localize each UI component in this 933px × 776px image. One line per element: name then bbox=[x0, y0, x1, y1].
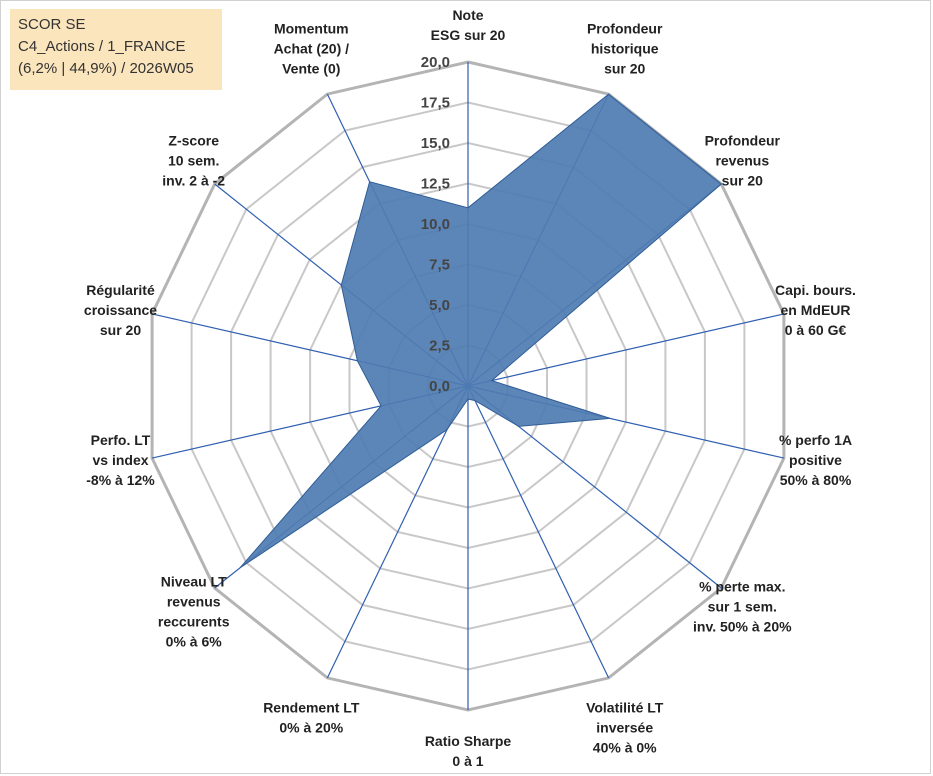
tick-label-1: 2,5 bbox=[429, 338, 450, 355]
axis-label-line: reccurents bbox=[158, 614, 230, 630]
axis-label-line: sur 20 bbox=[604, 61, 645, 77]
axis-label-3: Capi. bours. en MdEUR 0 à 60 G€ bbox=[775, 282, 856, 338]
tick-label-4: 10,0 bbox=[421, 216, 450, 233]
axis-label-10: Perfo. LT vs index -8% à 12% bbox=[86, 432, 155, 488]
axis-label-line: Régularité bbox=[86, 282, 155, 298]
axis-label-0: Note ESG sur 20 bbox=[431, 7, 506, 43]
radar-series bbox=[239, 93, 723, 569]
axis-label-line: ESG sur 20 bbox=[431, 27, 506, 43]
info-company: SCOR SE bbox=[18, 16, 86, 33]
spoke-8 bbox=[326, 385, 469, 679]
axis-label-1: Profondeur historique sur 20 bbox=[587, 21, 663, 77]
axis-label-9: Niveau LT revenus reccurents 0% à 6% bbox=[158, 574, 230, 650]
axis-label-11: Régularité croissance sur 20 bbox=[84, 282, 157, 338]
tick-label-6: 15,0 bbox=[421, 135, 450, 152]
axis-label-line: Ratio Sharpe bbox=[425, 733, 512, 749]
series-area-0 bbox=[239, 93, 723, 569]
axis-label-line: Momentum bbox=[274, 21, 349, 37]
axis-label-line: Profondeur bbox=[587, 21, 663, 37]
axis-label-line: croissance bbox=[84, 302, 157, 318]
axis-label-line: Z-score bbox=[168, 132, 219, 148]
axis-label-line: positive bbox=[789, 452, 842, 468]
axis-label-line: Capi. bours. bbox=[775, 282, 856, 298]
axis-label-line: Niveau LT bbox=[161, 574, 227, 590]
axis-label-line: inversée bbox=[596, 720, 653, 736]
axis-label-4: % perfo 1A positive 50% à 80% bbox=[779, 432, 852, 488]
axis-label-line: 50% à 80% bbox=[780, 472, 852, 488]
axis-label-line: sur 1 sem. bbox=[708, 599, 777, 615]
axis-label-line: revenus bbox=[167, 594, 221, 610]
spoke-6 bbox=[467, 385, 610, 679]
axis-label-line: revenus bbox=[715, 152, 769, 168]
tick-label-0: 0,0 bbox=[429, 378, 450, 395]
axis-label-line: vs index bbox=[92, 452, 148, 468]
info-category: C4_Actions / 1_FRANCE bbox=[18, 38, 186, 55]
axis-label-line: Vente (0) bbox=[282, 61, 340, 77]
tick-label-2: 5,0 bbox=[429, 297, 450, 314]
axis-label-line: Note bbox=[452, 7, 483, 23]
tick-label-3: 7,5 bbox=[429, 257, 450, 274]
axis-label-8: Rendement LT 0% à 20% bbox=[263, 700, 360, 736]
tick-label-5: 12,5 bbox=[421, 176, 450, 193]
axis-label-line: 0 à 1 bbox=[452, 753, 483, 769]
tick-label-8: 20,0 bbox=[421, 54, 450, 71]
axis-label-line: inv. 2 à -2 bbox=[162, 172, 225, 188]
axis-label-line: Volatilité LT bbox=[586, 700, 664, 716]
axis-label-line: Perfo. LT bbox=[91, 432, 151, 448]
axis-label-line: sur 20 bbox=[100, 322, 141, 338]
axis-label-5: % perte max. sur 1 sem. inv. 50% à 20% bbox=[693, 579, 792, 635]
axis-label-line: -8% à 12% bbox=[86, 472, 155, 488]
axis-label-line: historique bbox=[591, 41, 659, 57]
info-period: (6,2% | 44,9%) / 2026W05 bbox=[18, 60, 194, 77]
axis-label-line: inv. 50% à 20% bbox=[693, 619, 792, 635]
radar-axis-labels: Note ESG sur 20 Profondeur historique sur 20… bbox=[84, 7, 856, 769]
axis-label-line: en MdEUR bbox=[781, 302, 851, 318]
axis-label-line: % perfo 1A bbox=[779, 432, 852, 448]
radar-tick-labels: 0,0 2,5 5,0 7,5 10,0 12,5 15,0 17,5 20,0 bbox=[421, 54, 450, 395]
axis-label-line: 0% à 20% bbox=[279, 720, 343, 736]
axis-label-7: Ratio Sharpe 0 à 1 bbox=[425, 733, 512, 769]
axis-label-13: Momentum Achat (20) / Vente (0) bbox=[274, 21, 350, 77]
axis-label-line: Achat (20) / bbox=[274, 41, 350, 57]
tick-label-7: 17,5 bbox=[421, 95, 450, 112]
axis-label-line: sur 20 bbox=[722, 172, 763, 188]
axis-label-line: % perte max. bbox=[699, 579, 785, 595]
axis-label-12: Z-score 10 sem. inv. 2 à -2 bbox=[162, 132, 225, 188]
axis-label-6: Volatilité LT inversée 40% à 0% bbox=[586, 700, 664, 756]
info-box: SCOR SE C4_Actions / 1_FRANCE (6,2% | 44… bbox=[10, 9, 222, 90]
axis-label-line: 40% à 0% bbox=[593, 740, 657, 756]
axis-label-2: Profondeur revenus sur 20 bbox=[705, 132, 781, 188]
axis-label-line: 10 sem. bbox=[168, 152, 219, 168]
axis-label-line: Rendement LT bbox=[263, 700, 360, 716]
spoke-3 bbox=[467, 313, 785, 387]
axis-label-line: Profondeur bbox=[705, 132, 781, 148]
axis-label-line: 0% à 6% bbox=[166, 634, 223, 650]
axis-label-line: 0 à 60 G€ bbox=[785, 322, 847, 338]
